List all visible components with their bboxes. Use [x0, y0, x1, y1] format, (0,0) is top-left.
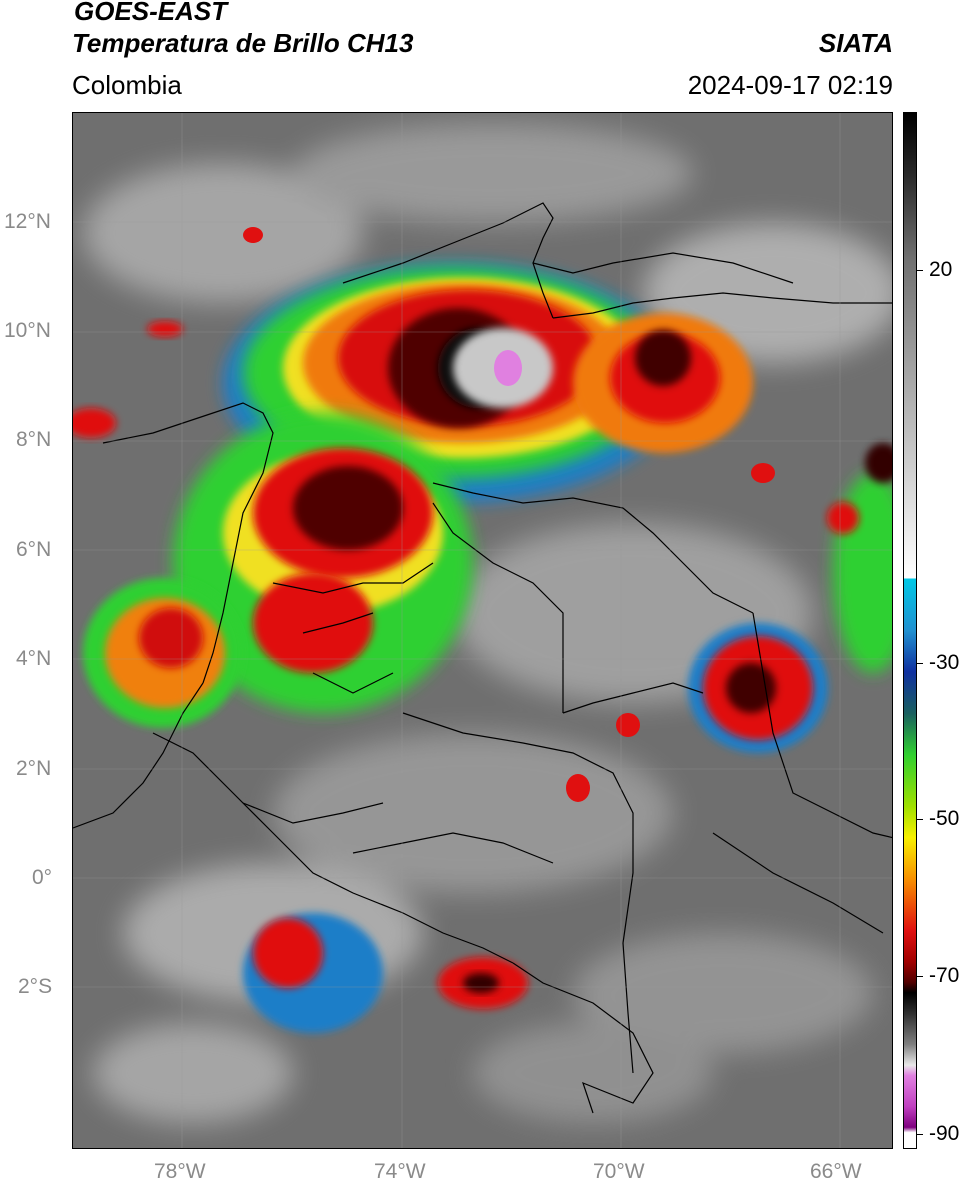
region-label: Colombia	[72, 70, 182, 100]
temperature-colorbar	[903, 112, 917, 1149]
lon-label: 70°W	[593, 1160, 645, 1183]
lon-label: 66°W	[810, 1160, 862, 1183]
colorbar-label: -30	[929, 651, 960, 674]
lon-label: 78°W	[154, 1160, 206, 1183]
colorbar-label: -50	[929, 807, 960, 830]
boundary-lines	[73, 202, 892, 1114]
colorbar-label: 20	[929, 258, 953, 281]
lat-label: 2°S	[18, 975, 53, 998]
lat-label: 10°N	[4, 319, 51, 342]
convective-systems	[73, 227, 892, 1033]
colorbar-tick	[917, 1134, 923, 1135]
lat-label: 2°N	[16, 757, 52, 780]
colorbar-tick	[917, 663, 923, 664]
lat-label: 0°	[32, 866, 53, 889]
lat-label: 4°N	[16, 647, 52, 670]
datetime-label: 2024-09-17 02:19	[687, 70, 893, 100]
lat-label: 8°N	[16, 428, 52, 451]
product-title: Temperatura de Brillo CH13	[72, 28, 414, 58]
graticule	[73, 113, 892, 1148]
lat-label: 6°N	[16, 538, 52, 561]
colorbar-tick	[917, 819, 923, 820]
agency-label: SIATA	[818, 28, 893, 58]
colorbar-tick	[917, 270, 923, 271]
colorbar-tick	[917, 976, 923, 977]
map-canvas	[73, 113, 892, 1148]
lon-label: 74°W	[374, 1160, 426, 1183]
satellite-map[interactable]	[72, 112, 893, 1149]
satellite-title: GOES-EAST	[74, 0, 228, 26]
colorbar-label: -70	[929, 964, 960, 987]
lat-label: 12°N	[4, 210, 51, 233]
colorbar-label: -90	[929, 1122, 960, 1145]
